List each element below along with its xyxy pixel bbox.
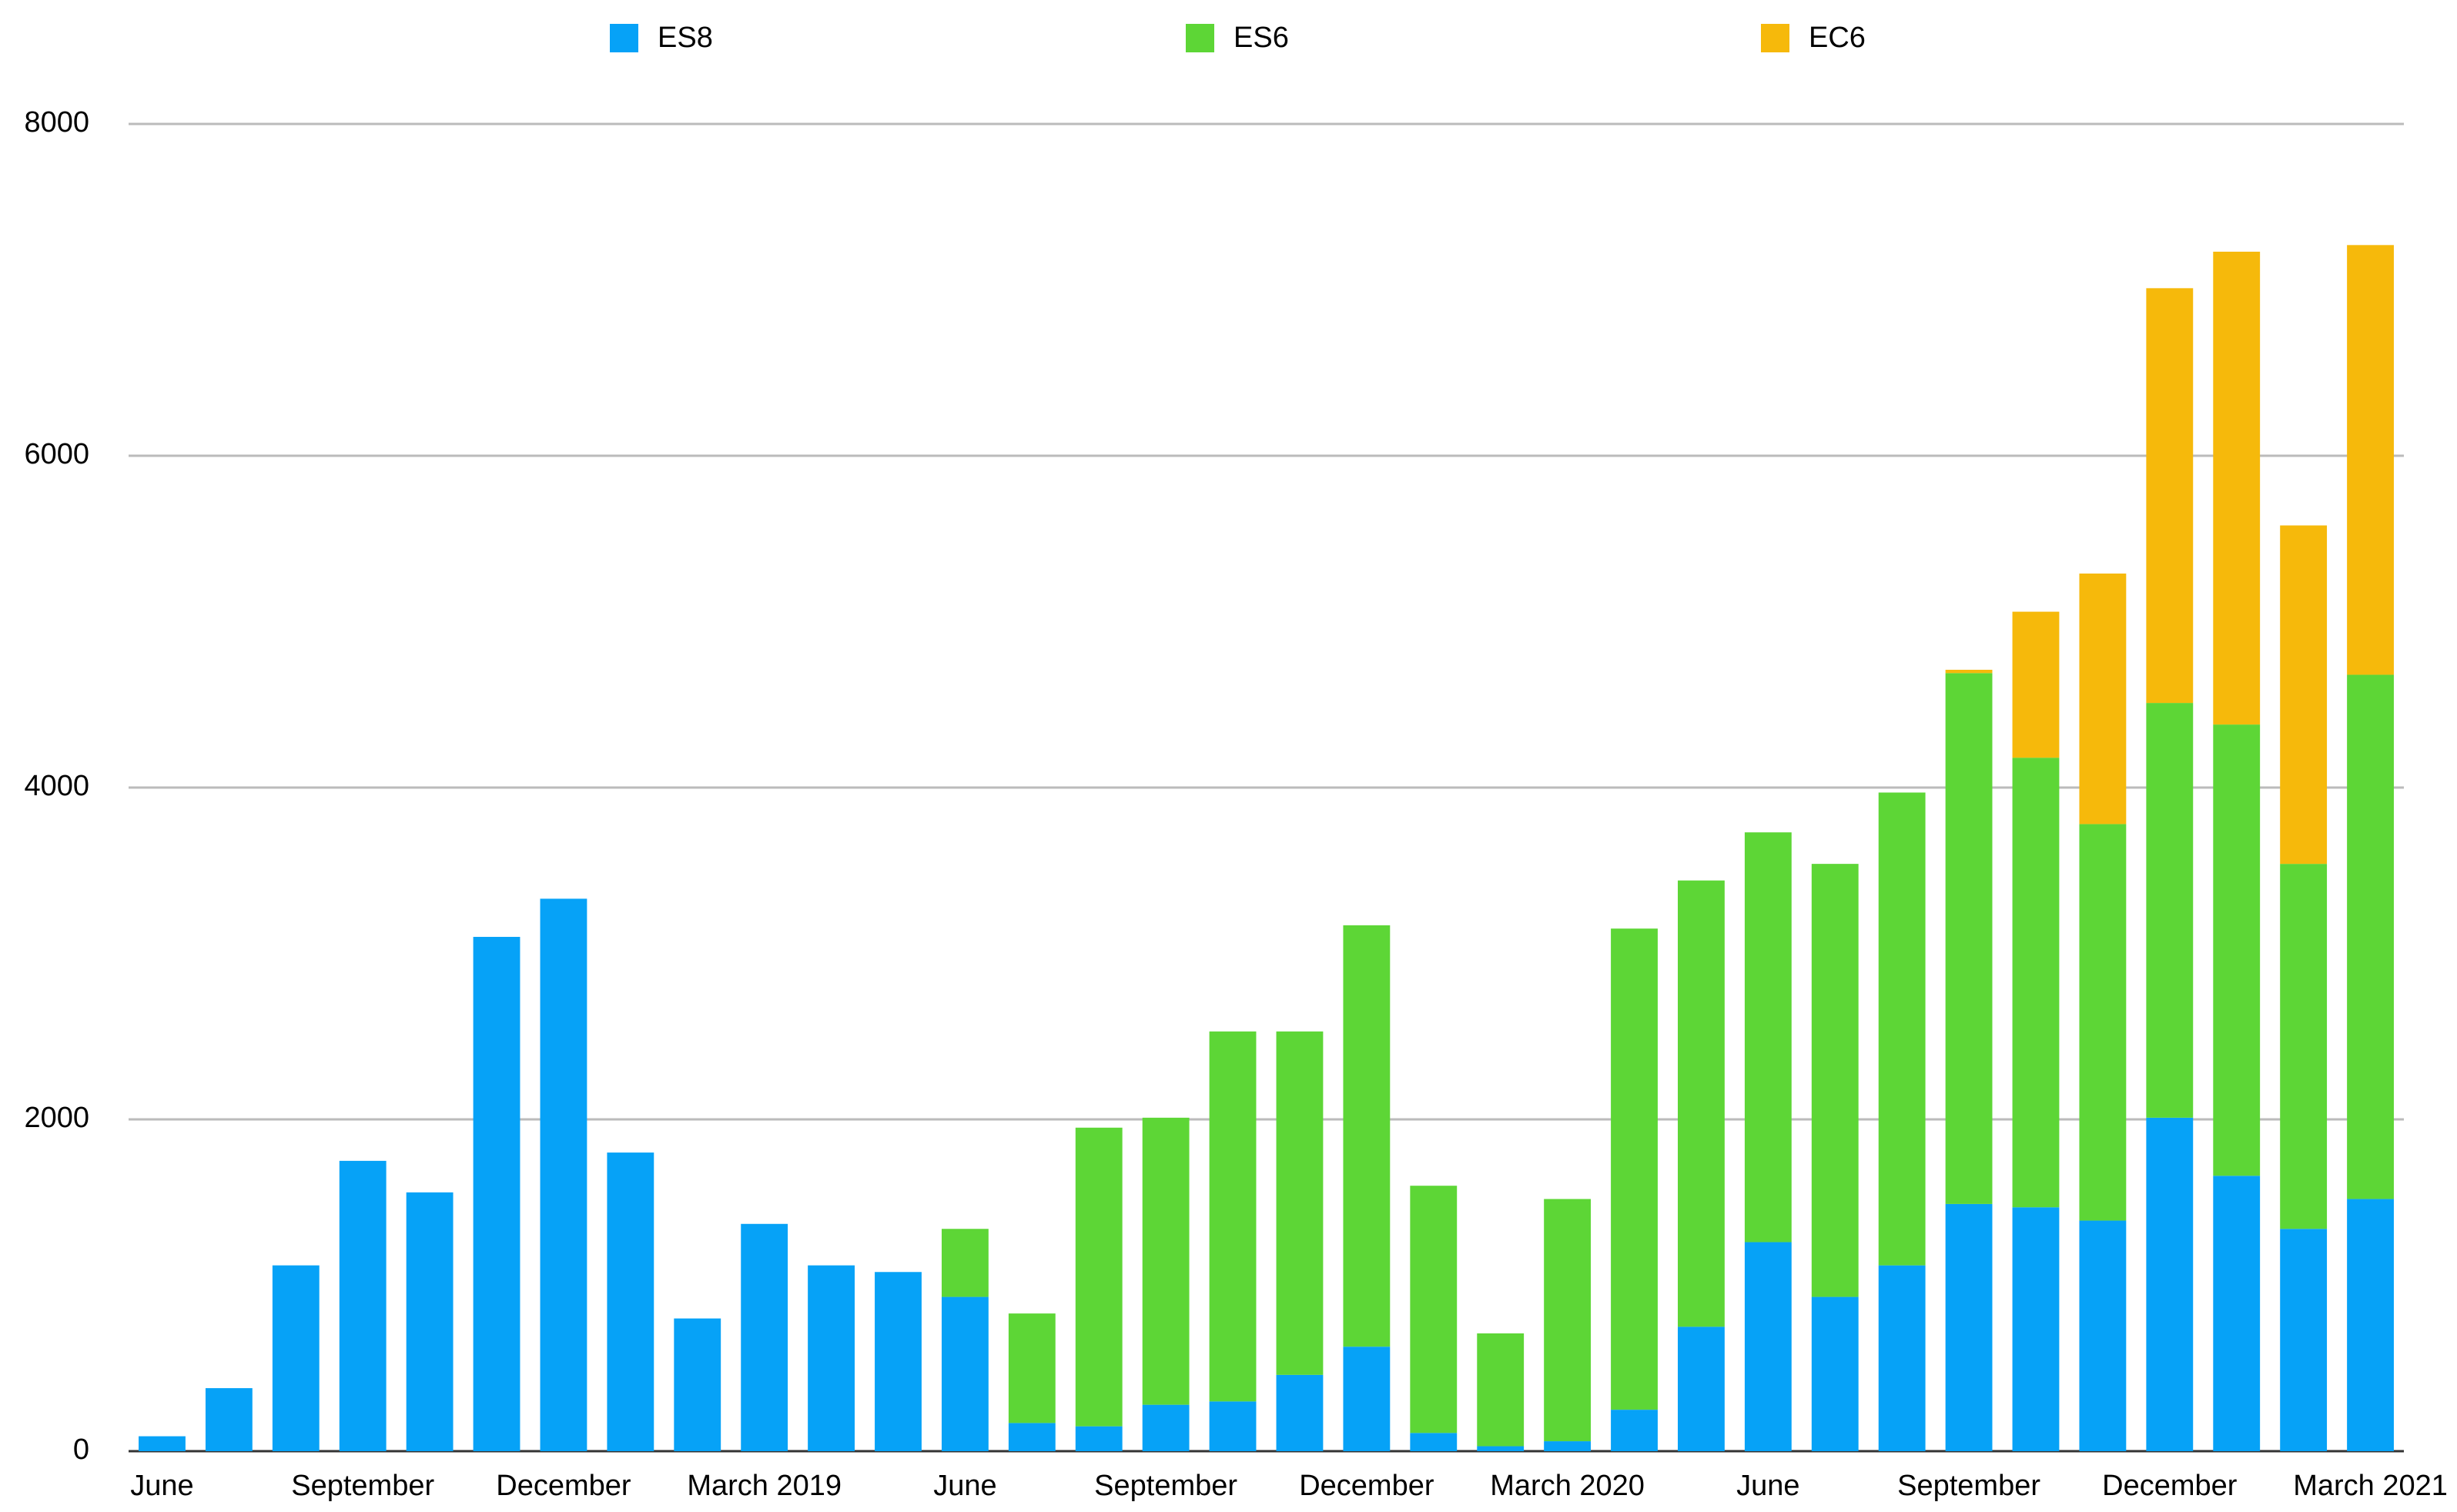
bar-segment — [1142, 1404, 1190, 1451]
bar-segment — [1410, 1433, 1458, 1451]
bar-segment — [406, 1192, 454, 1451]
bar-segment — [875, 1272, 922, 1451]
bar-segment — [741, 1223, 788, 1451]
bar-segment — [808, 1265, 855, 1451]
bar-segment — [2079, 574, 2127, 825]
bar-segment — [272, 1265, 320, 1451]
bar-segment — [1008, 1313, 1056, 1423]
bar-segment — [1878, 1265, 1926, 1451]
bar-segment — [1611, 1410, 1658, 1451]
bar-segment — [2347, 245, 2394, 675]
bar-segment — [339, 1160, 387, 1451]
bar-segment — [1075, 1426, 1123, 1451]
legend-swatch — [1186, 24, 1214, 52]
bar-segment — [1477, 1446, 1525, 1451]
bar-segment — [941, 1296, 989, 1451]
bar-segment — [1008, 1423, 1056, 1451]
y-tick-label: 8000 — [24, 106, 89, 139]
x-tick-label: June — [1736, 1470, 1799, 1502]
y-tick-label: 2000 — [24, 1102, 89, 1134]
legend-label: EC6 — [1809, 22, 1866, 54]
bar-segment — [2280, 1229, 2328, 1451]
bar-segment — [2213, 1176, 2261, 1451]
bar-segment — [1678, 1326, 1725, 1451]
legend-swatch — [610, 24, 638, 52]
x-tick-label: September — [1897, 1470, 2040, 1502]
bar-segment — [2213, 251, 2261, 725]
bar-segment — [607, 1152, 654, 1451]
bar-segment — [1744, 1242, 1792, 1451]
x-tick-label: December — [496, 1470, 631, 1502]
bar-segment — [205, 1388, 253, 1451]
bar-segment — [1945, 673, 1993, 1204]
x-tick-label: June — [933, 1470, 996, 1502]
bar-segment — [2012, 758, 2060, 1208]
bar-segment — [2347, 1199, 2394, 1451]
bar-segment — [2079, 824, 2127, 1221]
legend-label: ES8 — [658, 22, 713, 54]
bar-segment — [1744, 832, 1792, 1243]
bar-segment — [1544, 1199, 1592, 1442]
bar-segment — [2146, 703, 2194, 1118]
bar-segment — [540, 898, 587, 1451]
bar-segment — [1075, 1127, 1123, 1427]
bar-segment — [2079, 1220, 2127, 1451]
bar-segment — [1477, 1333, 1525, 1447]
bar-segment — [674, 1318, 721, 1451]
bar-segment — [1611, 928, 1658, 1410]
legend-swatch — [1761, 24, 1789, 52]
bar-segment — [2146, 1117, 2194, 1451]
bar-segment — [1343, 925, 1391, 1347]
bar-segment — [941, 1229, 989, 1297]
bar-segment — [1678, 880, 1725, 1327]
bar-segment — [1276, 1031, 1324, 1375]
bar-segment — [2146, 288, 2194, 704]
x-tick-label: March 2020 — [1490, 1470, 1645, 1502]
x-tick-label: September — [291, 1470, 434, 1502]
legend-label: ES6 — [1234, 22, 1289, 54]
bar-segment — [1209, 1401, 1257, 1451]
x-tick-label: June — [130, 1470, 193, 1502]
y-tick-label: 4000 — [24, 770, 89, 802]
bar-segment — [1811, 864, 1859, 1297]
bar-segment — [2012, 611, 2060, 758]
bar-segment — [2012, 1207, 2060, 1451]
bar-segment — [2213, 724, 2261, 1176]
bar-segment — [2280, 864, 2328, 1229]
bar-segment — [1811, 1296, 1859, 1451]
bar-segment — [1945, 669, 1993, 674]
y-tick-label: 6000 — [24, 438, 89, 470]
bar-segment — [1544, 1441, 1592, 1451]
bar-segment — [1945, 1203, 1993, 1451]
bar-segment — [1142, 1117, 1190, 1405]
y-tick-label: 0 — [73, 1433, 89, 1466]
bar-segment — [1276, 1374, 1324, 1451]
bar-segment — [1209, 1031, 1257, 1402]
bar-segment — [139, 1436, 186, 1451]
bar-segment — [473, 936, 521, 1451]
x-tick-label: March 2019 — [687, 1470, 842, 1502]
x-tick-label: March 2021 — [2293, 1470, 2448, 1502]
bar-segment — [1343, 1346, 1391, 1451]
bar-segment — [1878, 792, 1926, 1266]
x-tick-label: December — [1299, 1470, 1434, 1502]
x-tick-label: December — [2102, 1470, 2238, 1502]
x-tick-label: September — [1094, 1470, 1237, 1502]
bar-segment — [1410, 1186, 1458, 1433]
bar-segment — [2280, 525, 2328, 865]
bar-segment — [2347, 674, 2394, 1199]
